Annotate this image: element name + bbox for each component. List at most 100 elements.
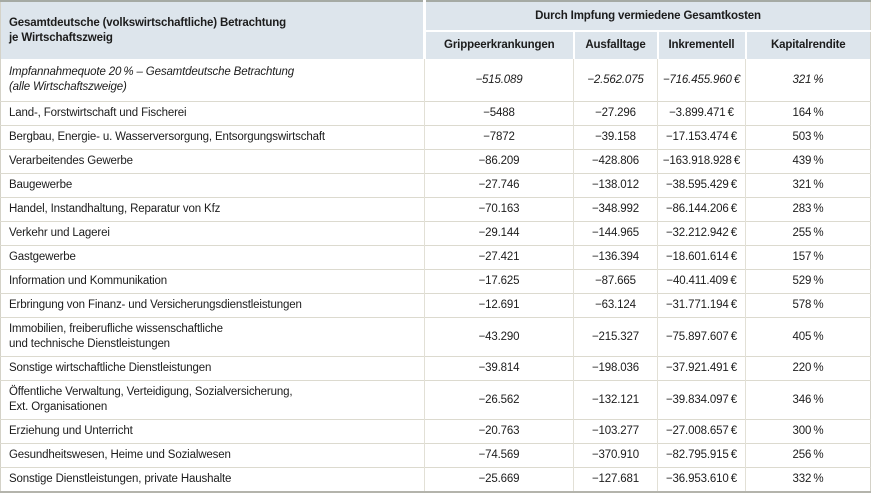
table-row: Bergbau, Energie- u. Wasserversorgung, E… bbox=[0, 125, 871, 150]
group-header-avoided-costs: Durch Impfung vermiedene Gesamtkosten bbox=[424, 1, 871, 32]
capital-return-cell: 283 % bbox=[744, 197, 871, 222]
flu-cases-cell: −515.089 bbox=[424, 59, 574, 102]
sector-cell: Erbringung von Finanz- und Versicherungs… bbox=[0, 293, 425, 318]
capital-return-cell: 300 % bbox=[744, 419, 871, 444]
table-row: Öffentliche Verwaltung, Verteidigung, So… bbox=[0, 380, 871, 420]
absence-days-cell: −215.327 bbox=[573, 317, 658, 357]
incremental-cost-cell: −3.899.471 € bbox=[657, 101, 746, 126]
header-row-columns: Grippeerkrankungen Ausfalltage Inkrement… bbox=[1, 31, 871, 59]
column-header-flu-cases: Grippeerkrankungen bbox=[424, 31, 575, 59]
column-header-incremental: Inkrementell bbox=[657, 31, 747, 59]
capital-return-cell: 346 % bbox=[744, 380, 871, 420]
table-row: Erbringung von Finanz- und Versicherungs… bbox=[0, 293, 871, 318]
table-row: Handel, Instandhaltung, Reparatur von Kf… bbox=[0, 197, 871, 222]
table-row: Verarbeitendes Gewerbe −86.209 −428.806 … bbox=[0, 149, 871, 174]
sector-cell: Land-, Forstwirtschaft und Fischerei bbox=[0, 101, 425, 126]
absence-days-cell: −63.124 bbox=[573, 293, 658, 318]
table-row: Land-, Forstwirtschaft und Fischerei −54… bbox=[0, 101, 871, 126]
capital-return-cell: 220 % bbox=[744, 356, 871, 381]
absence-days-cell: −428.806 bbox=[573, 149, 658, 174]
flu-cases-cell: −12.691 bbox=[424, 293, 574, 318]
flu-cases-cell: −27.421 bbox=[424, 245, 574, 270]
sector-cell: Gesundheitswesen, Heime und Sozialwesen bbox=[0, 443, 425, 468]
table-row: Verkehr und Lagerei −29.144 −144.965 −32… bbox=[0, 221, 871, 246]
incremental-cost-cell: −39.834.097 € bbox=[657, 380, 746, 420]
capital-return-cell: 439 % bbox=[744, 149, 871, 174]
absence-days-cell: −2.562.075 bbox=[573, 59, 658, 102]
capital-return-cell: 578 % bbox=[744, 293, 871, 318]
table-header: Gesamtdeutsche (volkswirtschaftliche) Be… bbox=[0, 1, 871, 59]
flu-cases-cell: −27.746 bbox=[424, 173, 574, 198]
table-row: Impfannahmequote 20 % – Gesamtdeutsche B… bbox=[1, 59, 871, 102]
absence-days-cell: −138.012 bbox=[573, 173, 658, 198]
table-row: Information und Kommunikation −17.625 −8… bbox=[0, 269, 871, 294]
absence-days-cell: −132.121 bbox=[573, 380, 658, 420]
incremental-cost-cell: −86.144.206 € bbox=[657, 197, 746, 222]
incremental-cost-cell: −163.918.928 € bbox=[657, 149, 746, 174]
capital-return-cell: 503 % bbox=[744, 125, 871, 150]
sector-cell: Öffentliche Verwaltung, Verteidigung, So… bbox=[0, 380, 425, 420]
sector-cell: Immobilien, freiberufliche wissenschaftl… bbox=[0, 317, 425, 357]
incremental-cost-cell: −32.212.942 € bbox=[657, 221, 746, 246]
capital-return-cell: 321 % bbox=[744, 59, 871, 102]
table-row: Baugewerbe −27.746 −138.012 −38.595.429 … bbox=[0, 173, 871, 198]
flu-cases-cell: −17.625 bbox=[424, 269, 574, 294]
incremental-cost-cell: −17.153.474 € bbox=[657, 125, 746, 150]
capital-return-cell: 256 % bbox=[744, 443, 871, 468]
incremental-cost-cell: −82.795.915 € bbox=[657, 443, 746, 468]
incremental-cost-cell: −37.921.491 € bbox=[657, 356, 746, 381]
absence-days-cell: −348.992 bbox=[573, 197, 658, 222]
incremental-cost-cell: −31.771.194 € bbox=[657, 293, 746, 318]
capital-return-cell: 321 % bbox=[744, 173, 871, 198]
sector-cell: Bergbau, Energie- u. Wasserversorgung, E… bbox=[0, 125, 425, 150]
absence-days-cell: −127.681 bbox=[573, 467, 658, 492]
flu-cases-cell: −5488 bbox=[424, 101, 574, 126]
flu-cases-cell: −26.562 bbox=[424, 380, 574, 420]
flu-cases-cell: −7872 bbox=[424, 125, 574, 150]
flu-cases-cell: −70.163 bbox=[424, 197, 574, 222]
column-header-capital-return: Kapitalrendite bbox=[745, 31, 871, 59]
absence-days-cell: −144.965 bbox=[573, 221, 658, 246]
capital-return-cell: 332 % bbox=[744, 467, 871, 492]
table-row: Gesundheitswesen, Heime und Sozialwesen … bbox=[0, 443, 871, 468]
flu-cases-cell: −29.144 bbox=[424, 221, 574, 246]
table-row: Sonstige Dienstleistungen, private Haush… bbox=[0, 467, 871, 492]
sector-cell: Sonstige Dienstleistungen, private Haush… bbox=[0, 467, 425, 492]
flu-cases-cell: −20.763 bbox=[424, 419, 574, 444]
flu-cases-cell: −39.814 bbox=[424, 356, 574, 381]
absence-days-cell: −198.036 bbox=[573, 356, 658, 381]
column-header-absence-days: Ausfalltage bbox=[573, 31, 659, 59]
sector-cell: Sonstige wirtschaftliche Dienstleistunge… bbox=[0, 356, 425, 381]
capital-return-cell: 255 % bbox=[744, 221, 871, 246]
sector-cell: Gastgewerbe bbox=[0, 245, 425, 270]
sector-cell: Baugewerbe bbox=[0, 173, 425, 198]
absence-days-cell: −136.394 bbox=[573, 245, 658, 270]
table-row: Gastgewerbe −27.421 −136.394 −18.601.614… bbox=[0, 245, 871, 270]
capital-return-cell: 157 % bbox=[744, 245, 871, 270]
capital-return-cell: 164 % bbox=[744, 101, 871, 126]
sector-cell: Verkehr und Lagerei bbox=[0, 221, 425, 246]
sector-cell: Information und Kommunikation bbox=[0, 269, 425, 294]
incremental-cost-cell: −27.008.657 € bbox=[657, 419, 746, 444]
absence-days-cell: −27.296 bbox=[573, 101, 658, 126]
flu-cases-cell: −86.209 bbox=[424, 149, 574, 174]
incremental-cost-cell: −716.455.960 € bbox=[657, 59, 746, 102]
absence-days-cell: −370.910 bbox=[573, 443, 658, 468]
incremental-cost-cell: −18.601.614 € bbox=[657, 245, 746, 270]
sector-cell: Impfannahmequote 20 % – Gesamtdeutsche B… bbox=[9, 66, 295, 93]
table-body: Impfannahmequote 20 % – Gesamtdeutsche B… bbox=[0, 59, 871, 492]
sector-cell: Handel, Instandhaltung, Reparatur von Kf… bbox=[0, 197, 425, 222]
table-row: Erziehung und Unterricht −20.763 −103.27… bbox=[0, 419, 871, 444]
corner-header-sector: Gesamtdeutsche (volkswirtschaftliche) Be… bbox=[0, 1, 426, 59]
table-row: Sonstige wirtschaftliche Dienstleistunge… bbox=[0, 356, 871, 381]
flu-cases-cell: −74.569 bbox=[424, 443, 574, 468]
incremental-cost-cell: −36.953.610 € bbox=[657, 467, 746, 492]
incremental-cost-cell: −40.411.409 € bbox=[657, 269, 746, 294]
capital-return-cell: 405 % bbox=[744, 317, 871, 357]
sector-cell: Erziehung und Unterricht bbox=[0, 419, 425, 444]
flu-cases-cell: −25.669 bbox=[424, 467, 574, 492]
sector-cell: Verarbeitendes Gewerbe bbox=[0, 149, 425, 174]
incremental-cost-cell: −75.897.607 € bbox=[657, 317, 746, 357]
